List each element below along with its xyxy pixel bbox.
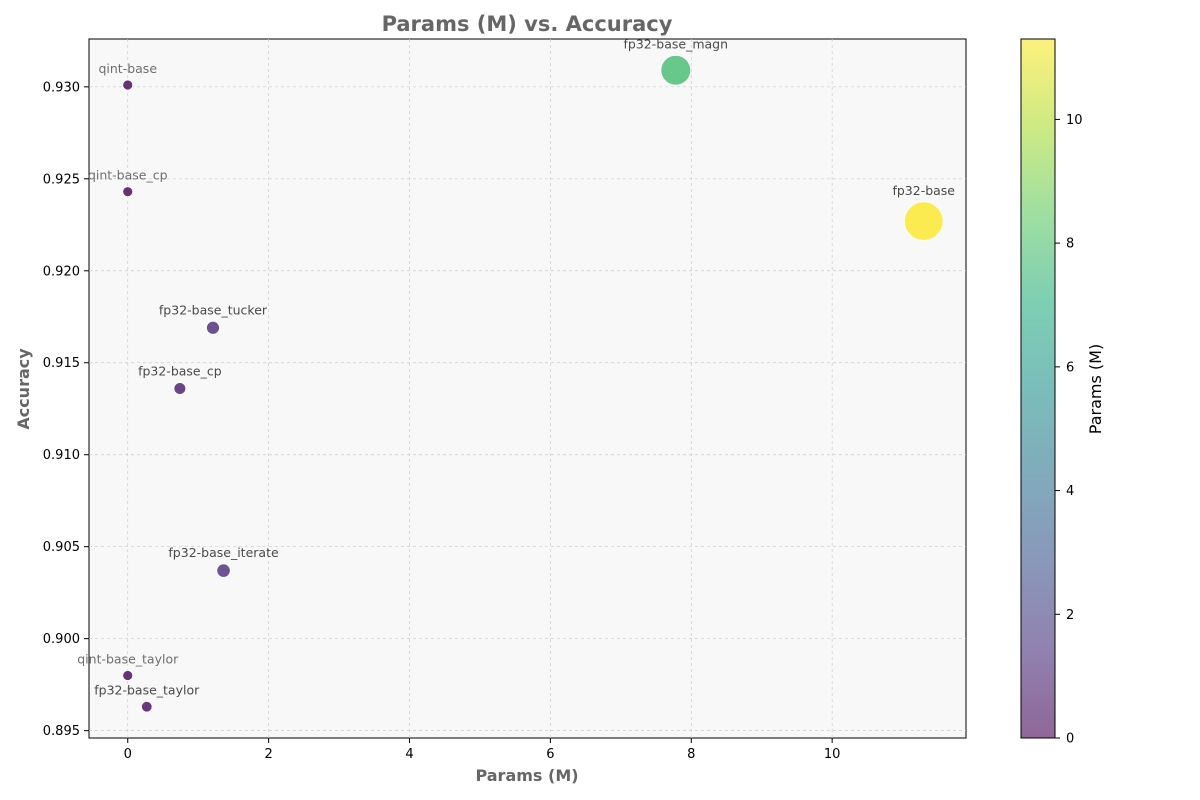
- data-point: [660, 54, 692, 86]
- x-tick-label: 10: [824, 747, 841, 762]
- y-tick-label: 0.905: [43, 540, 80, 555]
- x-tick-label: 8: [687, 747, 695, 762]
- colorbar-ticks: 0 2 4 6 8 10: [1055, 113, 1083, 747]
- colorbar-frame: [1020, 38, 1056, 739]
- y-tick-label: 0.920: [43, 264, 80, 279]
- y-tick-label: 0.895: [43, 724, 80, 739]
- data-point: [122, 79, 134, 91]
- y-tick-label: 0.915: [43, 356, 80, 371]
- x-axis-ticks: 0 2 4 6 8 10: [124, 738, 841, 762]
- colorbar-tick-label: 2: [1066, 608, 1074, 623]
- chart-title: Params (M) vs. Accuracy: [382, 12, 673, 36]
- point-label: fp32-base: [892, 183, 955, 198]
- x-axis-title: Params (M): [475, 766, 578, 785]
- point-label: fp32-base_taylor: [94, 682, 200, 697]
- data-point: [903, 201, 944, 241]
- x-tick-label: 4: [405, 747, 413, 762]
- point-label: fp32-base_iterate: [168, 545, 279, 560]
- point-label: fp32-base_tucker: [159, 302, 268, 317]
- point-label: qint-base_taylor: [77, 651, 179, 666]
- y-axis-title: Accuracy: [14, 348, 33, 430]
- point-label: fp32-base_magn: [624, 36, 729, 51]
- colorbar-tick-label: 4: [1066, 484, 1074, 499]
- grid-lines: [89, 39, 966, 738]
- x-tick-label: 6: [546, 747, 554, 762]
- y-tick-label: 0.900: [43, 632, 80, 647]
- data-point: [173, 382, 187, 395]
- data-point: [122, 186, 134, 198]
- colorbar: [1021, 39, 1055, 738]
- colorbar-tick-label: 0: [1066, 732, 1074, 747]
- colorbar-title: Params (M): [1086, 344, 1105, 434]
- colorbar-tick-label: 10: [1066, 113, 1083, 128]
- data-points: [122, 54, 944, 713]
- plot-area: [88, 38, 967, 739]
- point-label: qint-base_cp: [88, 168, 168, 183]
- x-tick-label: 0: [124, 747, 132, 762]
- data-point: [141, 700, 153, 713]
- y-tick-label: 0.910: [43, 448, 80, 463]
- y-tick-label: 0.930: [43, 80, 80, 95]
- x-tick-label: 2: [264, 747, 272, 762]
- point-label: fp32-base_cp: [138, 364, 222, 379]
- y-axis-ticks: 0.895 0.900 0.905 0.910 0.915 0.920 0.925 0.930: [43, 80, 89, 739]
- point-label: qint-base: [98, 61, 157, 76]
- data-point: [216, 563, 231, 578]
- y-tick-label: 0.925: [43, 172, 80, 187]
- colorbar-tick-label: 6: [1066, 360, 1074, 375]
- point-labels: qint-base qint-base_cp qint-base_taylor fp3…: [77, 36, 955, 697]
- colorbar-tick-label: 8: [1066, 237, 1074, 252]
- data-point: [122, 670, 134, 681]
- data-point: [206, 320, 220, 335]
